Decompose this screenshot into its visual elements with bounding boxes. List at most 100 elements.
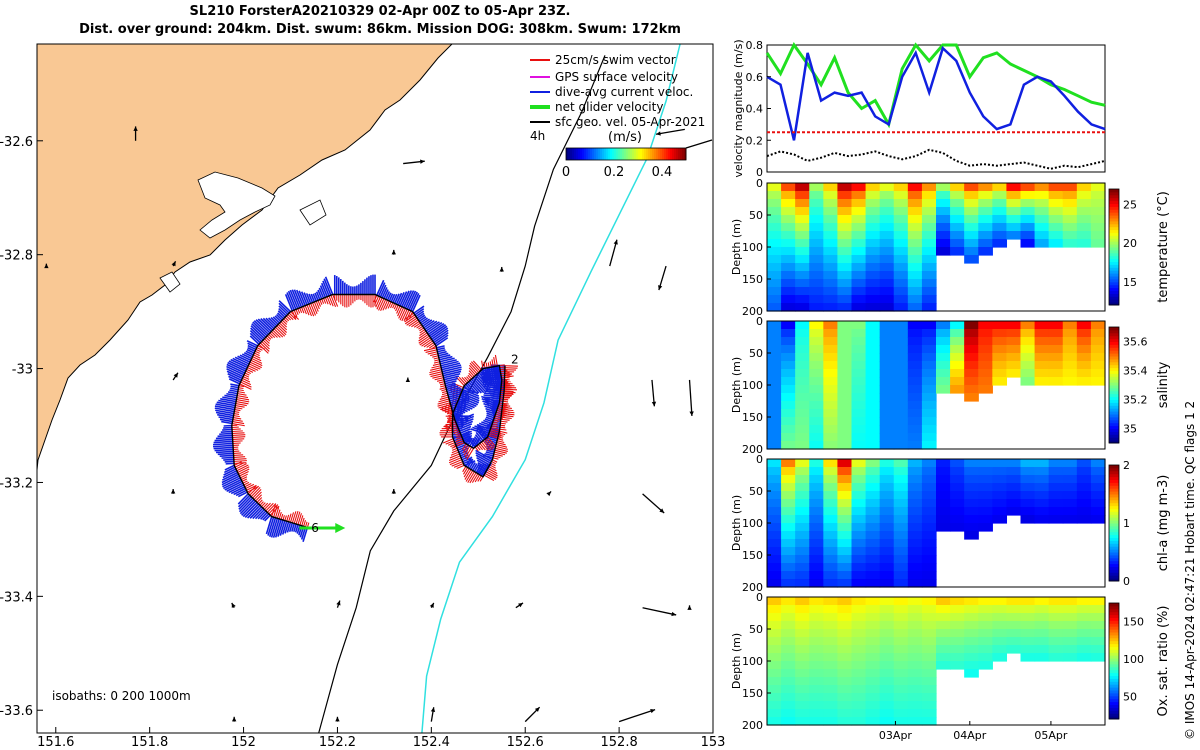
swim-vector xyxy=(445,440,455,445)
map-colorbar-tick-label: 0.4 xyxy=(652,165,673,180)
swim-vector xyxy=(490,426,500,431)
section-cell xyxy=(865,613,881,622)
section-cell xyxy=(865,547,881,556)
dive-avg-current-vector xyxy=(291,289,301,309)
section-cell xyxy=(1062,369,1078,378)
section-cell xyxy=(809,621,824,630)
section-cell xyxy=(865,271,881,280)
swim-vector xyxy=(293,510,299,524)
swim-vector xyxy=(244,372,250,376)
section-cell xyxy=(767,605,782,614)
section-cell xyxy=(1090,629,1106,638)
section-cell xyxy=(1076,499,1092,508)
section-cell xyxy=(936,467,951,476)
section-cell xyxy=(809,353,824,362)
map-y-tick-label: -33.6 xyxy=(0,704,33,719)
section-cell xyxy=(1020,467,1036,476)
section-cell xyxy=(907,645,923,654)
section-cell xyxy=(879,321,895,330)
glider-track: 26 xyxy=(231,293,519,535)
map-colorbar-cell xyxy=(584,148,587,160)
section-colorbar-cell xyxy=(1109,470,1119,475)
section-cell xyxy=(893,571,909,580)
section-cell xyxy=(907,191,923,200)
section-cell xyxy=(851,579,867,588)
section-colorbar-tick-label: 1 xyxy=(1123,517,1130,530)
section-cell xyxy=(1048,345,1064,354)
section-cell xyxy=(767,483,782,492)
section-cell xyxy=(851,199,867,208)
section-cell xyxy=(879,295,895,304)
section-cell xyxy=(1062,215,1078,224)
section-cell xyxy=(823,321,839,330)
dive-avg-current-vector xyxy=(431,327,449,340)
section-cell xyxy=(851,661,867,670)
section-cell xyxy=(992,613,1008,622)
section-cell xyxy=(893,653,909,662)
section-cell xyxy=(823,263,839,272)
legend-gps-label: GPS surface velocity xyxy=(555,70,678,84)
section-cell xyxy=(1076,239,1092,248)
section-cell xyxy=(795,239,810,248)
section-cell xyxy=(1062,361,1078,370)
swim-vector xyxy=(236,464,249,472)
section-cell xyxy=(893,467,909,476)
section-cell xyxy=(921,637,937,646)
dive-avg-current-vector xyxy=(287,290,297,310)
section-cell xyxy=(809,361,824,370)
dive-avg-current-vector xyxy=(485,407,497,413)
dive-avg-current-vector xyxy=(475,431,484,442)
swim-vector xyxy=(254,350,260,354)
dive-avg-current-vector xyxy=(482,400,499,408)
swim-vector xyxy=(495,443,508,448)
section-cell xyxy=(1006,467,1022,476)
section-cell xyxy=(795,369,810,378)
section-cell xyxy=(795,287,810,296)
section-cell xyxy=(907,393,923,402)
dive-avg-current-vector xyxy=(226,365,245,376)
section-cell xyxy=(1048,483,1064,492)
swim-vector xyxy=(380,299,387,311)
section-cell xyxy=(893,369,909,378)
swim-vector xyxy=(319,299,323,305)
section-cell xyxy=(907,369,923,378)
section-cell xyxy=(767,701,782,710)
dive-avg-current-vector xyxy=(481,398,500,406)
dive-avg-current-vector xyxy=(399,291,408,307)
section-cell xyxy=(767,271,782,280)
swim-vector xyxy=(491,359,494,367)
chart-title: SL210 ForsterA20210329 02-Apr 00Z to 05-… xyxy=(189,4,571,19)
section-colorbar-cell xyxy=(1109,634,1119,639)
swim-vector xyxy=(232,420,245,425)
dive-avg-current-vector xyxy=(239,498,255,515)
dive-avg-current-vector xyxy=(224,480,243,491)
swim-vector xyxy=(441,390,448,394)
swim-vector xyxy=(406,317,418,326)
map-colorbar-cell xyxy=(588,148,591,160)
swim-vector xyxy=(501,385,512,388)
swim-vector xyxy=(440,394,449,398)
section-cell xyxy=(837,433,853,442)
dive-avg-current-vector xyxy=(250,327,264,341)
section-cell xyxy=(1062,239,1078,248)
swim-vector xyxy=(283,318,288,323)
section-colorbar-cell xyxy=(1109,540,1119,544)
section-cell xyxy=(1048,369,1064,378)
swim-vector xyxy=(232,418,243,422)
swim-vector xyxy=(255,494,262,502)
section-cell xyxy=(865,669,881,678)
section-cell xyxy=(795,303,810,312)
section-cell xyxy=(992,231,1008,240)
swim-vector xyxy=(492,459,498,463)
section-cell xyxy=(992,645,1008,654)
swim-vector xyxy=(487,436,496,447)
dive-avg-current-vector xyxy=(223,478,242,490)
section-cell xyxy=(950,475,965,484)
swim-vector xyxy=(313,301,319,312)
section-cell xyxy=(851,515,867,524)
section-cell xyxy=(921,717,937,726)
section-cell xyxy=(851,629,867,638)
swim-vector xyxy=(432,375,444,379)
section-cell xyxy=(978,239,993,248)
